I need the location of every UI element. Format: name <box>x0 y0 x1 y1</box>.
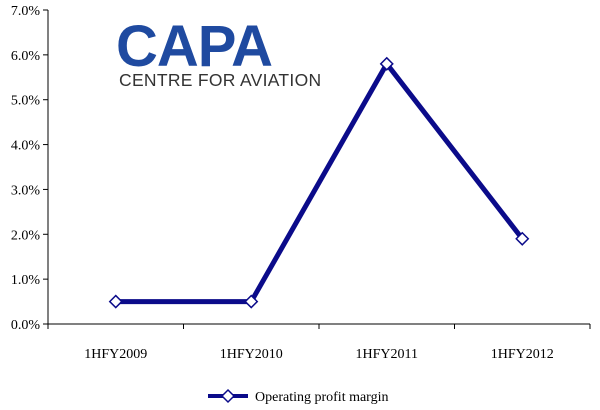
y-tick-label: 2.0% <box>11 228 41 243</box>
series-line <box>115 61 525 305</box>
x-category-label: 1HFY2011 <box>356 347 419 362</box>
data-point-marker <box>379 56 394 71</box>
y-tick-label: 0.0% <box>11 318 41 333</box>
data-point-marker <box>244 294 259 309</box>
logo-main-text: CAPA <box>116 14 272 79</box>
logo: CAPA CENTRE FOR AVIATION <box>116 14 321 90</box>
y-tick-label: 4.0% <box>11 139 41 154</box>
y-axis-ticks: 0.0% 1.0% 2.0% 3.0% 4.0% 5.0% 6.0% 7.0% <box>11 4 48 333</box>
data-point-marker <box>515 231 530 246</box>
x-category-label: 1HFY2012 <box>491 347 554 362</box>
x-category-label: 1HFY2009 <box>84 347 147 362</box>
series-layer <box>108 56 530 309</box>
y-tick-label: 7.0% <box>11 4 41 19</box>
legend-marker <box>220 388 236 404</box>
x-category-label: 1HFY2010 <box>220 347 283 362</box>
legend: Operating profit margin <box>208 388 389 405</box>
y-tick-label: 3.0% <box>11 183 41 198</box>
legend-label: Operating profit margin <box>255 390 389 405</box>
logo-sub-text: CENTRE FOR AVIATION <box>119 70 321 90</box>
y-tick-label: 5.0% <box>11 94 41 109</box>
data-point-marker <box>108 294 123 309</box>
x-axis-ticks: 1HFY2009 1HFY2010 1HFY2011 1HFY2012 <box>47 324 591 362</box>
y-tick-label: 1.0% <box>11 273 41 288</box>
y-tick-label: 6.0% <box>11 49 41 64</box>
